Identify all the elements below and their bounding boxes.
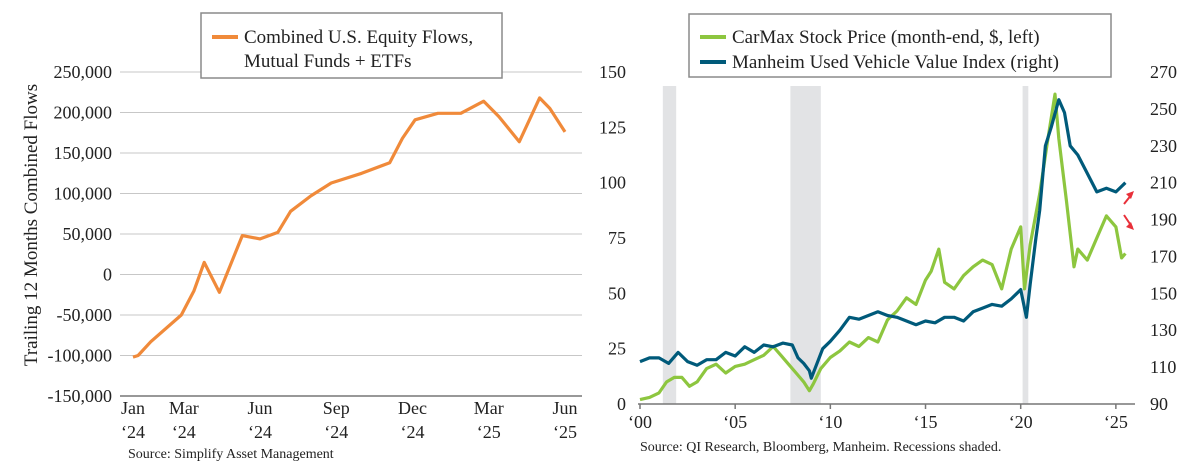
right-x-tick-label: ‘20: [1009, 412, 1033, 432]
right-right-y-tick-label: 90: [1150, 394, 1168, 414]
divergence-arrows: [1123, 191, 1134, 230]
left-x-tick-label: Jun: [248, 398, 273, 418]
left-source-note: Source: Simplify Asset Management: [128, 447, 334, 462]
carmax-legend-label: CarMax Stock Price (month-end, $, left): [732, 27, 1040, 48]
right-source-note: Source: QI Research, Bloomberg, Manheim.…: [640, 440, 1001, 455]
right-right-y-tick-label: 270: [1150, 62, 1177, 82]
up-arrow-head: [1126, 191, 1134, 199]
right-right-y-tick-labels: 90 110 130 150 170 190 210 230 250 270: [1150, 62, 1177, 414]
right-legend-box: [688, 13, 1112, 78]
left-y-tick-label: 200,000: [54, 103, 113, 123]
recession-band: [790, 86, 821, 404]
right-x-tick-label: ‘10: [818, 412, 842, 432]
right-x-tick-label: ‘05: [723, 412, 747, 432]
manheim-legend-label: Manheim Used Vehicle Value Index (right): [732, 52, 1059, 73]
right-legend: CarMax Stock Price (month-end, $, left) …: [688, 13, 1112, 78]
left-x-tick-label: ‘24: [121, 422, 145, 442]
right-right-y-tick-label: 110: [1150, 357, 1176, 377]
right-x-tick-label: ‘15: [914, 412, 938, 432]
right-left-y-tick-label: 125: [599, 117, 626, 137]
right-x-tick-label: ‘25: [1104, 412, 1128, 432]
left-x-tick-label: ‘25: [553, 422, 577, 442]
left-x-tick-label: Mar: [169, 398, 199, 418]
left-gridlines: [120, 71, 582, 356]
left-x-tick-label: Sep: [323, 398, 350, 418]
recession-band: [662, 86, 677, 404]
left-y-tick-label: 250,000: [54, 62, 113, 82]
left-series-line: [132, 96, 567, 359]
right-right-y-tick-label: 210: [1150, 173, 1177, 193]
right-right-y-tick-label: 170: [1150, 246, 1177, 266]
left-x-tick-label: ‘24: [172, 422, 196, 442]
left-y-tick-label: 100,000: [54, 184, 113, 204]
left-y-tick-label: -150,000: [48, 386, 113, 406]
left-x-tick-label: ‘24: [248, 422, 272, 442]
right-left-y-tick-label: 0: [617, 394, 626, 414]
right-right-y-tick-label: 130: [1150, 320, 1177, 340]
left-x-tick-label: Jan: [121, 398, 145, 418]
left-x-tick-label: ‘24: [324, 422, 348, 442]
right-left-y-tick-label: 25: [608, 339, 626, 359]
right-x-tick-labels: ‘00 ‘05 ‘10 ‘15 ‘20 ‘25: [628, 404, 1128, 432]
left-y-axis-label: Trailing 12 Months Combined Flows: [21, 84, 42, 366]
right-left-y-tick-label: 100: [599, 173, 626, 193]
left-x-tick-label: Mar: [474, 398, 504, 418]
down-arrow-head: [1126, 222, 1134, 230]
left-y-tick-label: 150,000: [54, 143, 113, 163]
left-y-tick-label: 0: [103, 265, 112, 285]
left-y-tick-label: -50,000: [57, 305, 113, 325]
left-y-tick-label: 50,000: [63, 224, 113, 244]
left-legend-line-1: Combined U.S. Equity Flows,: [244, 27, 473, 48]
left-chart: 250,000 200,000 150,000 100,000 50,000 0 -50,0…: [21, 12, 582, 462]
left-x-tick-label: Jun: [552, 398, 577, 418]
right-left-y-tick-labels: 0 25 50 75 100 125 150: [599, 62, 626, 414]
left-x-tick-label: ‘24: [401, 422, 425, 442]
recession-shading: [662, 86, 1029, 404]
left-x-tick-label: ‘25: [477, 422, 501, 442]
manheim-index-line: [639, 98, 1127, 380]
left-legend-line-2: Mutual Funds + ETFs: [244, 51, 411, 72]
left-x-tick-labels: Jan ‘24 Mar ‘24 Jun ‘24 Sep ‘24 Dec ‘24 Mar ‘25 Jun ‘…: [121, 398, 578, 442]
left-legend-box: [200, 12, 503, 79]
right-right-y-tick-label: 230: [1150, 136, 1177, 156]
left-legend: Combined U.S. Equity Flows, Mutual Funds…: [200, 12, 503, 79]
right-left-y-tick-label: 150: [599, 62, 626, 82]
right-right-y-tick-label: 190: [1150, 210, 1177, 230]
left-y-tick-labels: 250,000 200,000 150,000 100,000 50,000 0 -50,0…: [48, 62, 113, 406]
right-x-tick-label: ‘00: [628, 412, 652, 432]
right-chart: ‘00 ‘05 ‘10 ‘15 ‘20 ‘25 0 25 50 75 100 125 150 90 11…: [599, 13, 1177, 455]
right-left-y-tick-label: 50: [608, 283, 626, 303]
carmax-price-line: [639, 92, 1127, 402]
right-left-y-tick-label: 75: [608, 228, 626, 248]
recession-band: [1022, 86, 1029, 404]
left-y-tick-label: -100,000: [48, 346, 113, 366]
left-x-tick-label: Dec: [398, 398, 427, 418]
right-right-y-tick-label: 250: [1150, 99, 1177, 119]
right-right-y-tick-label: 150: [1150, 283, 1177, 303]
